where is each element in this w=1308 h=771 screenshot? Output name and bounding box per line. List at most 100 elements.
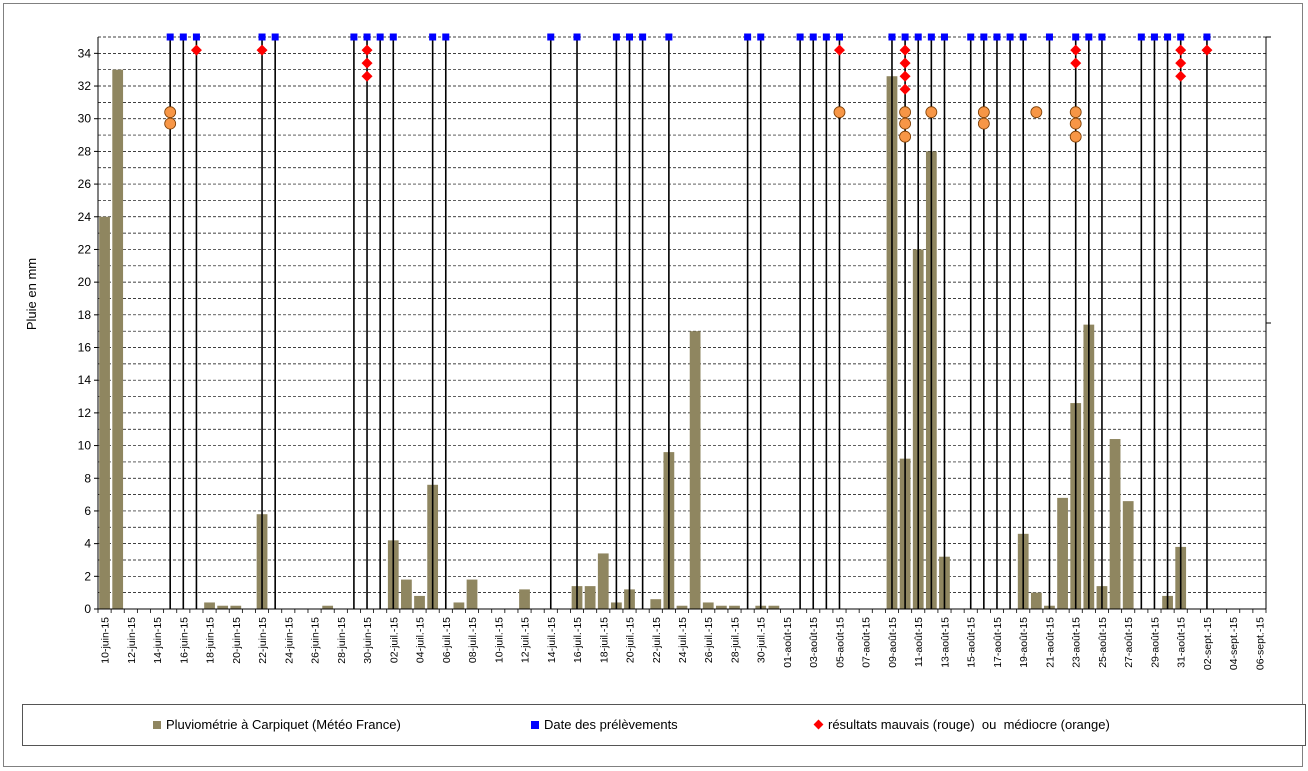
- x-tick-label: 04-sept.-15: [1228, 617, 1240, 670]
- orange-result-marker: [833, 106, 846, 119]
- x-tick-label: 20-juin-15: [231, 617, 243, 664]
- x-tick-label: 06-juil.-15: [441, 617, 453, 663]
- sampling-square-icon: [744, 33, 752, 41]
- axes: [97, 36, 1271, 610]
- red-result-marker: [256, 44, 268, 56]
- y-tick-label: 14: [78, 373, 92, 387]
- x-tick-label: 30-juin-15: [362, 617, 374, 664]
- sampling-square-icon: [940, 33, 948, 41]
- sampling-square-icon: [442, 33, 450, 41]
- x-tick-label: 12-juil.-15: [520, 617, 532, 663]
- x-tick-label: 10-juin-15: [100, 617, 112, 664]
- bar-swatch-icon: [153, 720, 161, 729]
- sampling-square-icon: [757, 33, 765, 41]
- x-tick-label: 14-juil.-15: [546, 617, 558, 663]
- x-tick-label: 22-juil.-15: [651, 617, 663, 663]
- orange-result-marker: [164, 117, 177, 130]
- y-tick-label: 16: [78, 341, 92, 355]
- rain-bar: [768, 605, 780, 609]
- sampling-square-icon: [980, 33, 988, 41]
- red-result-marker: [833, 44, 845, 56]
- rain-bar: [230, 605, 242, 609]
- x-tick-label: 12-juin-15: [126, 617, 138, 664]
- x-tick-label: 19-août-15: [1018, 617, 1030, 668]
- sampling-square-icon: [1203, 33, 1211, 41]
- rain-bar: [597, 553, 609, 609]
- y-tick-label: 10: [78, 439, 92, 453]
- rain-bar: [1122, 501, 1134, 609]
- sampling-square-icon: [1045, 33, 1053, 41]
- sampling-square-icon: [166, 33, 174, 41]
- orange-result-marker: [899, 130, 912, 143]
- rain-bar: [702, 602, 714, 609]
- x-tick-label: 26-juil.-15: [703, 617, 715, 663]
- y-tick-label: 20: [78, 275, 92, 289]
- sampling-square-icon: [1164, 33, 1172, 41]
- rain-bar: [676, 605, 688, 609]
- y-tick-label: 34: [78, 46, 92, 60]
- y-tick-label: 24: [78, 210, 92, 224]
- x-tick-label: 20-juil.-15: [625, 617, 637, 663]
- x-tick-label: 15-août-15: [966, 617, 978, 668]
- rain-bar: [204, 602, 215, 609]
- x-tick-label: 14-juin-15: [152, 617, 164, 664]
- sampling-square-icon: [639, 33, 647, 41]
- sampling-square-icon: [914, 33, 922, 41]
- legend-label-sampling: Date des prélèvements: [544, 717, 678, 732]
- orange-result-marker: [1069, 130, 1082, 143]
- y-tick-label: 0: [84, 602, 91, 616]
- orange-result-marker: [899, 106, 912, 119]
- x-tick-label: 06-sept.-15: [1254, 617, 1266, 670]
- x-tick-label: 13-août-15: [939, 617, 951, 668]
- rain-bar: [650, 599, 662, 609]
- rain-bar: [1109, 439, 1121, 609]
- orange-result-marker: [164, 106, 177, 119]
- rain-bar: [453, 602, 465, 609]
- sampling-square-icon: [573, 33, 581, 41]
- legend-item-sampling: Date des prélèvements: [531, 717, 678, 732]
- rain-bar: [414, 595, 425, 609]
- red-result-marker: [361, 57, 373, 69]
- x-tick-label: 01-août-15: [782, 617, 794, 668]
- result-markers: [164, 44, 1213, 143]
- sampling-square-icon: [1137, 33, 1145, 41]
- y-tick-label: 8: [84, 471, 91, 485]
- x-tick-label: 31-août-15: [1176, 617, 1188, 668]
- x-tick-label: 03-août-15: [808, 617, 820, 668]
- y-tick-label: 6: [84, 504, 91, 518]
- x-tick-label: 02-sept.-15: [1202, 617, 1214, 670]
- sampling-square-icon: [271, 33, 279, 41]
- red-diamond-icon: [813, 719, 824, 730]
- legend-label-rainfall: Pluviométrie à Carpiquet (Météo France): [166, 717, 401, 732]
- x-tick-label: 17-août-15: [992, 617, 1004, 668]
- x-tick-label: 28-juil.-15: [729, 617, 741, 663]
- red-result-marker: [1175, 44, 1187, 56]
- sampling-square-icon: [179, 33, 187, 41]
- rain-bar: [584, 586, 596, 609]
- x-tick-label: 30-juil.-15: [756, 617, 768, 663]
- sampling-square-icon: [822, 33, 830, 41]
- rain-bar: [729, 605, 740, 609]
- sampling-square-icon: [389, 33, 397, 41]
- red-result-marker: [361, 44, 373, 56]
- sampling-square-icon: [1006, 33, 1014, 41]
- x-tick-label: 23-août-15: [1071, 617, 1083, 668]
- x-tick-label: 11-août-15: [913, 617, 925, 667]
- rain-bar: [466, 579, 478, 609]
- orange-result-marker: [899, 117, 912, 130]
- y-tick-label: 32: [78, 79, 92, 93]
- x-tick-label: 07-août-15: [861, 617, 873, 668]
- x-tick-label: 28-juin-15: [336, 617, 348, 664]
- orange-result-marker: [925, 106, 938, 119]
- sampling-square-icon: [1085, 33, 1093, 41]
- sampling-square-icon: [796, 33, 804, 41]
- sampling-square-icon: [429, 33, 437, 41]
- sampling-square-icon: [927, 33, 935, 41]
- sampling-square-icon: [258, 33, 266, 41]
- red-result-marker: [1201, 44, 1213, 56]
- y-axis-label: Pluie en mm: [24, 258, 39, 330]
- sampling-square-icon: [1019, 33, 1027, 41]
- sampling-square-icon: [192, 33, 200, 41]
- y-tick-label: 26: [78, 177, 92, 191]
